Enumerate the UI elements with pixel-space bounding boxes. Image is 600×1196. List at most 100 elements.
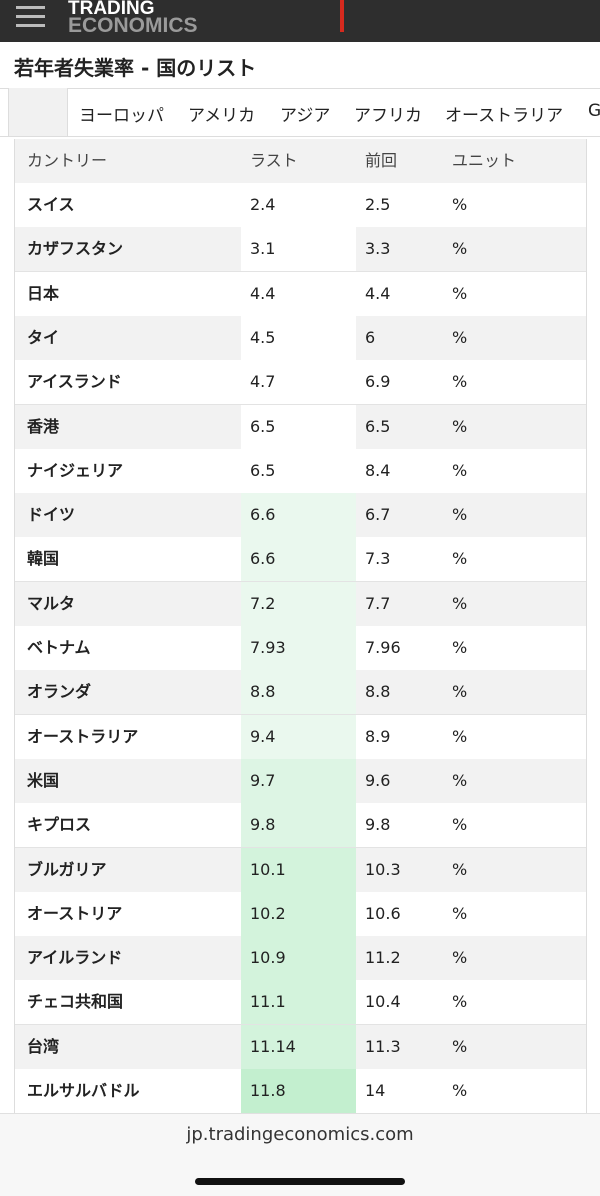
tab[interactable]: アフリカ — [354, 106, 422, 126]
previous-cell: 10.4 — [365, 992, 401, 1012]
logo[interactable]: TRADING — [68, 0, 155, 19]
previous-cell: 11.3 — [365, 1036, 401, 1056]
selected-tab — [8, 88, 68, 136]
last-cell: 10.2 — [250, 903, 286, 923]
last-cell: 8.8 — [250, 682, 276, 702]
menu-icon[interactable] — [16, 24, 45, 27]
unit-cell: % — [452, 1036, 468, 1056]
table-row[interactable]: オランダ 8.8 8.8% — [15, 670, 586, 716]
last-cell: 6.6 — [250, 505, 276, 525]
home-indicator[interactable] — [195, 1178, 405, 1185]
column-header[interactable]: ラスト — [250, 151, 298, 170]
unit-cell: % — [452, 903, 468, 923]
country-cell[interactable]: 韓国 — [27, 549, 60, 569]
previous-cell: 3.3 — [365, 239, 391, 259]
table-row[interactable]: 韓国 6.6 7.3% — [15, 537, 586, 583]
tab[interactable]: ヨーロッパ — [79, 106, 164, 126]
unit-cell: % — [452, 1081, 468, 1100]
table-row[interactable]: スイス 2.4 2.5% — [15, 183, 586, 228]
country-cell[interactable]: キプロス — [27, 815, 92, 835]
previous-cell: 6.5 — [365, 416, 391, 436]
menu-icon[interactable] — [16, 6, 45, 9]
tab[interactable]: オーストラリア — [445, 106, 564, 126]
country-cell[interactable]: ドイツ — [27, 505, 76, 525]
unit-cell: % — [452, 505, 468, 525]
table-row[interactable]: オーストラリア 9.4 8.9% — [15, 714, 586, 760]
country-cell[interactable]: ブルガリア — [27, 859, 107, 879]
country-cell[interactable]: カザフスタン — [27, 239, 124, 259]
last-cell-bg — [241, 581, 356, 626]
country-cell[interactable]: マルタ — [27, 593, 76, 613]
table-row[interactable]: チェコ共和国 11.1 10.4% — [15, 980, 586, 1026]
table-row[interactable]: カザフスタン 3.1 3.3% — [15, 227, 586, 273]
country-cell[interactable]: ナイジェリア — [27, 460, 124, 480]
tab[interactable]: アジア — [280, 106, 331, 126]
unit-cell: % — [452, 549, 468, 569]
last-cell: 9.8 — [250, 815, 276, 835]
country-cell[interactable]: オーストリア — [27, 903, 123, 923]
last-cell-bg — [241, 1024, 356, 1069]
country-cell[interactable]: ベトナム — [27, 638, 91, 657]
previous-cell: 2.5 — [365, 195, 391, 214]
country-cell[interactable]: 香港 — [27, 416, 60, 436]
tab[interactable]: G — [588, 101, 600, 121]
last-cell-bg — [241, 980, 356, 1025]
column-header[interactable]: ユニット — [452, 151, 517, 170]
last-cell-bg — [241, 670, 356, 715]
unit-cell: % — [452, 859, 468, 879]
country-cell[interactable]: オランダ — [27, 682, 92, 702]
table-row[interactable]: 日本 4.4 4.4% — [15, 271, 586, 317]
table-row[interactable]: ナイジェリア 6.5 8.4% — [15, 448, 586, 494]
country-cell[interactable]: アイスランド — [27, 372, 122, 392]
last-cell-bg — [241, 803, 356, 848]
country-cell[interactable]: 米国 — [27, 770, 60, 790]
country-cell[interactable]: エルサルバドル — [27, 1081, 140, 1100]
last-cell: 10.9 — [250, 948, 286, 968]
unit-cell: % — [452, 593, 468, 613]
table-row[interactable]: オーストリア 10.2 10.6% — [15, 891, 586, 937]
menu-icon[interactable] — [16, 15, 45, 18]
column-header[interactable]: カントリー — [27, 151, 108, 170]
table-row[interactable]: アイルランド 10.9 11.2% — [15, 936, 586, 982]
country-cell[interactable]: 日本 — [27, 283, 60, 303]
previous-cell: 8.8 — [365, 682, 391, 702]
table-row[interactable]: マルタ 7.2 7.7% — [15, 581, 586, 627]
last-cell: 4.4 — [250, 283, 276, 303]
country-cell[interactable]: タイ — [27, 327, 60, 347]
accent-line — [340, 0, 344, 32]
previous-cell: 9.6 — [365, 770, 391, 790]
country-cell[interactable]: チェコ共和国 — [27, 992, 124, 1012]
page-title: 若年者失業率 - 国のリスト — [14, 56, 257, 80]
table-row[interactable]: ブルガリア 10.1 10.3% — [15, 847, 586, 893]
tab-bar: 世界ヨーロッパアメリカアジアアフリカオーストラリアG — [0, 88, 600, 137]
table-row[interactable]: ベトナム 7.93 7.96% — [15, 626, 586, 671]
country-cell[interactable]: オーストラリア — [27, 726, 139, 746]
previous-cell: 14 — [365, 1081, 386, 1100]
table-row[interactable]: ドイツ 6.6 6.7% — [15, 493, 586, 539]
table-row[interactable]: 台湾 11.14 11.3% — [15, 1024, 586, 1070]
logo[interactable]: ECONOMICS — [68, 14, 198, 37]
previous-cell: 7.96 — [365, 638, 401, 657]
table-row[interactable]: アイスランド 4.7 6.9% — [15, 360, 586, 406]
unit-cell: % — [452, 682, 468, 702]
table-row[interactable]: タイ 4.5 6% — [15, 315, 586, 361]
table-row[interactable]: 米国 9.7 9.6% — [15, 758, 586, 804]
previous-cell: 6.9 — [365, 372, 391, 392]
unit-cell: % — [452, 726, 468, 746]
previous-cell: 7.3 — [365, 549, 391, 569]
last-cell-bg — [241, 227, 356, 272]
column-header[interactable]: 前回 — [365, 151, 398, 170]
table-row[interactable]: エルサルバドル 11.8 14% — [15, 1069, 586, 1114]
country-cell[interactable]: アイルランド — [27, 948, 123, 968]
tab[interactable]: アメリカ — [188, 106, 256, 126]
url[interactable]: jp.tradingeconomics.com — [186, 1124, 414, 1145]
unit-cell: % — [452, 815, 468, 835]
country-cell[interactable]: 台湾 — [27, 1036, 60, 1056]
unit-cell: % — [452, 239, 468, 259]
last-cell-bg — [241, 404, 356, 449]
unit-cell: % — [452, 770, 468, 790]
table-row[interactable]: キプロス 9.8 9.8% — [15, 803, 586, 849]
table: カントリー ラスト 前回 ユニットスイス 2.4 2.5% カザフスタン 3.1 3.3% 日本 4… — [14, 139, 587, 1119]
country-cell[interactable]: スイス — [27, 195, 75, 214]
table-row[interactable]: 香港 6.5 6.5% — [15, 404, 586, 450]
